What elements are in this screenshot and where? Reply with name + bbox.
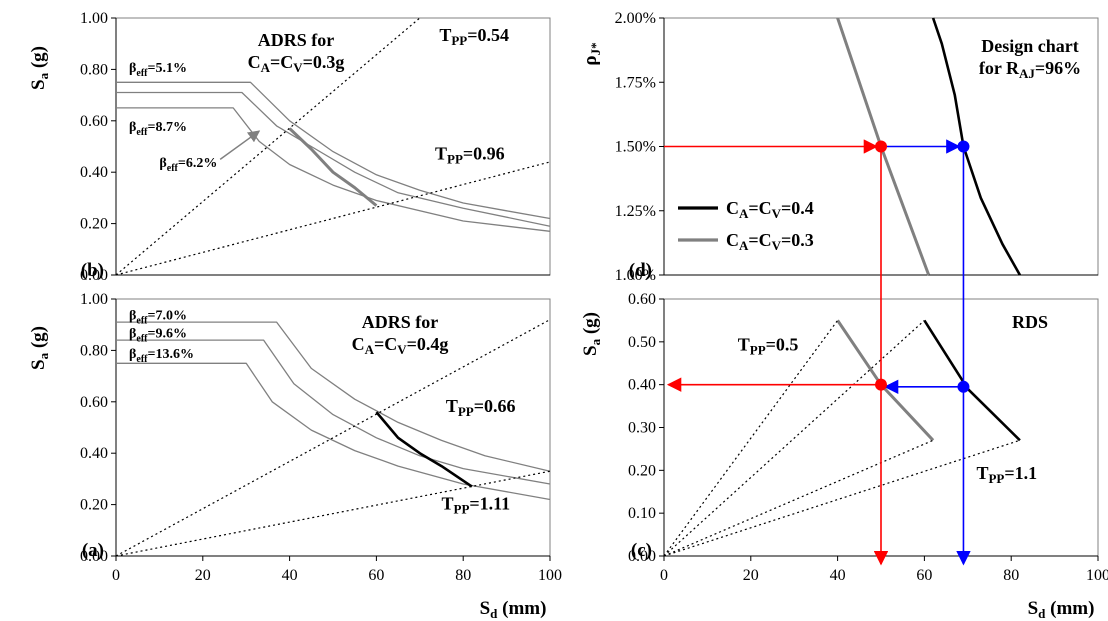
y-tick-label: 0.60 xyxy=(80,113,108,130)
y-tick-label: 0.00 xyxy=(628,548,656,565)
x-tick-label: 60 xyxy=(916,567,932,584)
red-marker xyxy=(875,378,887,391)
chart-title: CA​=CV​=0.4g xyxy=(352,334,449,357)
y-tick-label: 0.50 xyxy=(628,334,656,351)
legend-label: CA​=CV​=0.4 xyxy=(726,198,814,221)
y-tick-label: 1.75% xyxy=(615,74,656,91)
y-tick-label: 1.00 xyxy=(80,291,108,308)
x-tick-label: 80 xyxy=(1003,567,1019,584)
x-tick-label: 0 xyxy=(660,567,668,584)
chart-title: for RAJ​=96% xyxy=(979,58,1081,81)
series-line xyxy=(116,362,551,501)
panel-label: (c) xyxy=(631,540,652,561)
series-line xyxy=(663,439,1021,557)
annotation: TPP​=0.96 xyxy=(435,143,505,166)
y-tick-label: 0.80 xyxy=(80,61,108,78)
series-line xyxy=(663,439,934,557)
x-tick-label: 100 xyxy=(538,567,562,584)
x-tick-label: 60 xyxy=(368,567,384,584)
y-tick-label: 0.60 xyxy=(80,394,108,411)
y-tick-label: 1.50% xyxy=(615,139,656,156)
y-tick-label: 0.20 xyxy=(80,497,108,514)
y-tick-label: 1.25% xyxy=(615,203,656,220)
red-marker xyxy=(875,140,887,153)
panel-label: (d) xyxy=(629,260,652,281)
annotation: βeff​=8.7% xyxy=(129,120,187,138)
series-line xyxy=(115,319,551,557)
series-line xyxy=(288,127,378,207)
y-tick-label: 0.40 xyxy=(628,377,656,394)
y-axis-label: Sa​ (g) xyxy=(28,46,51,90)
chart-title: CA​=CV​=0.3g xyxy=(248,52,345,75)
panel-label: (b) xyxy=(81,260,104,281)
annotation: βeff​=7.0% xyxy=(129,309,187,327)
y-tick-label: 0.10 xyxy=(628,505,656,522)
series-line xyxy=(116,91,551,227)
series-line xyxy=(115,17,421,276)
y-tick-label: 2.00% xyxy=(615,10,656,27)
panel-d: 1.00% 1.25% 1.50% 1.75% 2.00% Design chartfor… xyxy=(580,10,1099,284)
chart-title: Design chart xyxy=(981,36,1079,56)
y-tick-label: 0.30 xyxy=(628,420,656,437)
panel-a: 0.00 0.20 0.40 0.60 0.80 1.00 0 20 40 60 80 100 ADRS… xyxy=(28,291,562,621)
series-line xyxy=(115,470,551,557)
series-line xyxy=(663,320,839,557)
annotation: TPP​=0.5 xyxy=(738,334,799,357)
panel-c: 0.00 0.10 0.20 0.30 0.40 0.50 0.60 0 20 40 60 80 100… xyxy=(580,291,1108,621)
annotation: TPP​=0.54 xyxy=(439,25,509,48)
chart-title: RDS xyxy=(1012,312,1048,332)
annotation: TPP​=1.11 xyxy=(442,494,511,517)
y-tick-label: 0.00 xyxy=(80,548,108,565)
annotation: TPP​=0.66 xyxy=(446,396,516,419)
annotation: TPP​=1.1 xyxy=(976,463,1037,486)
series-line xyxy=(923,319,1021,442)
x-tick-label: 20 xyxy=(195,567,211,584)
x-tick-label: 0 xyxy=(112,567,120,584)
annotation: βeff​=9.6% xyxy=(129,327,187,345)
series-line xyxy=(116,321,551,472)
annotation: βeff​=6.2% xyxy=(159,156,217,174)
y-tick-label: 1.00 xyxy=(80,10,108,27)
x-axis-label: Sd​ (mm) xyxy=(480,598,547,621)
y-tick-label: 0.40 xyxy=(80,164,108,181)
y-axis-label: Sa​ (g) xyxy=(28,326,51,370)
x-tick-label: 100 xyxy=(1086,567,1108,584)
series-line xyxy=(663,319,925,557)
y-axis-label: Sa​ (g) xyxy=(580,312,603,356)
series-line xyxy=(375,411,473,488)
annotation: βeff​=13.6% xyxy=(129,347,194,365)
y-axis-label: ρJ*​ xyxy=(580,42,603,65)
annotation: βeff​=5.1% xyxy=(129,61,187,79)
x-tick-label: 40 xyxy=(830,567,846,584)
y-tick-label: 1.00% xyxy=(615,267,656,284)
x-tick-label: 20 xyxy=(743,567,759,584)
panel-label: (a) xyxy=(82,540,104,561)
pointer-arrow xyxy=(219,130,261,160)
y-tick-label: 0.20 xyxy=(628,462,656,479)
chart-title: ADRS for xyxy=(258,30,335,50)
blue-marker xyxy=(957,140,970,153)
series-line xyxy=(836,319,935,442)
series-line xyxy=(116,107,551,232)
y-tick-label: 0.80 xyxy=(80,342,108,359)
y-tick-label: 0.00 xyxy=(80,267,108,284)
series-line xyxy=(116,81,551,220)
series-line xyxy=(115,161,551,276)
panel-b: 0.00 0.20 0.40 0.60 0.80 1.00 ADRS forCA​=CV​=… xyxy=(28,10,551,284)
y-tick-label: 0.20 xyxy=(80,216,108,233)
legend-label: CA​=CV​=0.3 xyxy=(726,230,814,253)
x-tick-label: 40 xyxy=(282,567,298,584)
blue-marker xyxy=(957,380,970,393)
y-tick-label: 0.60 xyxy=(628,291,656,308)
x-axis-label: Sd​ (mm) xyxy=(1028,598,1095,621)
y-tick-label: 0.40 xyxy=(80,445,108,462)
x-tick-label: 80 xyxy=(455,567,471,584)
chart-title: ADRS for xyxy=(362,312,439,332)
